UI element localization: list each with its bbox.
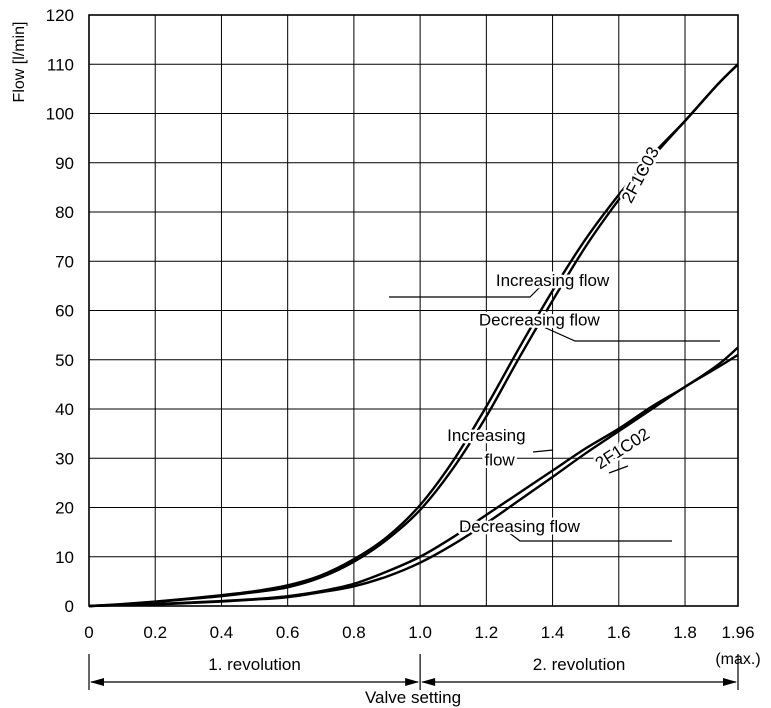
annotation-label: Decreasing flow <box>459 517 581 536</box>
x-axis-label: Valve setting <box>365 688 461 707</box>
y-tick-label: 90 <box>55 154 74 173</box>
x-tick-label: 0.2 <box>143 623 167 642</box>
x-tick-label: 0.8 <box>342 623 366 642</box>
annotation-label: Increasing <box>447 426 525 445</box>
leader-line <box>608 465 629 474</box>
leader-line <box>518 315 720 342</box>
x-tick-label: 1.2 <box>475 623 499 642</box>
y-tick-label: 40 <box>55 400 74 419</box>
leader-line <box>532 449 554 453</box>
arrowhead-left <box>421 678 436 686</box>
series-group <box>88 63 739 608</box>
revolution-label: 1. revolution <box>208 655 301 674</box>
series-line <box>88 63 739 608</box>
grid <box>88 14 739 607</box>
leader-line <box>389 273 554 298</box>
y-tick-label: 110 <box>47 55 74 74</box>
revolution-indicator: 1. revolution 2. revolution <box>88 654 739 690</box>
y-tick-label: 0 <box>65 597 74 616</box>
y-tick-label: 100 <box>46 105 74 124</box>
x-tick-label: 0 <box>84 623 93 642</box>
x-tick-labels: 0 0.2 0.4 0.6 0.8 1.0 1.2 1.4 1.6 1.8 1.96 <box>84 623 754 642</box>
y-tick-label: 30 <box>55 449 74 468</box>
arrowhead-left <box>90 678 104 686</box>
x-tick-label: 1.0 <box>408 623 432 642</box>
arrowhead-right <box>405 678 420 686</box>
annotation-label: flow <box>484 451 515 470</box>
x-tick-label: 0.6 <box>276 623 300 642</box>
x-tick-label: 0.4 <box>210 623 234 642</box>
annotation-leaders <box>389 172 720 542</box>
y-tick-label: 120 <box>46 6 74 25</box>
annotation-label: Decreasing flow <box>479 310 601 329</box>
annotation-label: 2F1C02 <box>592 424 653 473</box>
y-tick-label: 10 <box>55 548 74 567</box>
annotation-label: 2F1C03 <box>618 144 663 206</box>
y-tick-label: 20 <box>55 499 74 518</box>
series-line <box>88 63 739 608</box>
y-tick-label: 70 <box>55 252 74 271</box>
annotation-labels: 2F1C03 Increasing flow Decreasing flow 2F1C… <box>445 141 666 538</box>
plot-frame <box>88 14 739 607</box>
x-tick-label: 1.6 <box>607 623 631 642</box>
x-tick-label: 1.8 <box>673 623 697 642</box>
y-tick-label: 80 <box>55 203 74 222</box>
x-tick-label: 1.4 <box>541 623 565 642</box>
series-line <box>88 353 739 608</box>
series-line <box>88 346 739 608</box>
y-tick-labels: 0 10 20 30 40 50 60 70 80 90 100 110 120 <box>46 6 74 616</box>
y-axis-label: Flow [l/min] <box>11 22 28 103</box>
x-tick-label: 1.96 <box>721 623 754 642</box>
arrowhead-right <box>723 678 737 686</box>
revolution-label: 2. revolution <box>533 655 626 674</box>
y-tick-label: 50 <box>55 351 74 370</box>
annotation-label: Increasing flow <box>496 271 610 290</box>
leader-line <box>495 522 672 542</box>
y-tick-label: 60 <box>55 302 74 321</box>
